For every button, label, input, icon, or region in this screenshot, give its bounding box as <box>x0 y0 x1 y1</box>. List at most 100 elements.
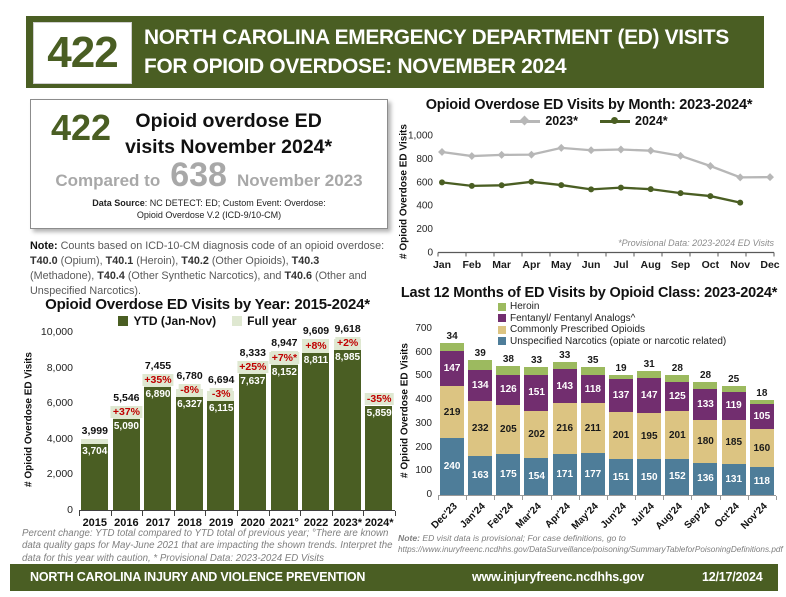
segment-unspecified-narcotics-opiate-or-narcotic-related <box>580 453 605 495</box>
x-axis-label: 2016 <box>114 517 139 529</box>
segment-heroin <box>524 366 549 375</box>
segment-value-label: 202 <box>528 429 545 441</box>
bar-group-jun-24: 151 201 137 19 <box>607 329 635 495</box>
segment-fentanyl-fentanyl-analogs <box>608 379 633 412</box>
legend-swatch-icon <box>498 325 506 334</box>
x-axis-label: 2024* <box>364 517 394 529</box>
segment-value-label: 232 <box>471 423 489 435</box>
percent-change-label: -3% <box>209 388 233 401</box>
note-text: (Heroin), <box>133 255 182 267</box>
segment-heroin <box>693 381 718 389</box>
segment-value-label: 25 <box>728 373 740 385</box>
y-axis-tick-label: 400 <box>415 394 432 406</box>
bar-group-2017: +35% 7,455 6,890 2017 <box>142 332 174 529</box>
data-point-diamond-icon <box>766 173 774 182</box>
chart-visits-by-month: Opioid Overdose ED Visits by Month: 2023… <box>398 97 780 283</box>
bar-group-apr-24: 171 216 143 33 <box>551 329 579 495</box>
segment-value-label: 151 <box>612 471 630 483</box>
x-axis-label: 2023* <box>333 517 362 529</box>
chart-yearly-footnote: Percent change: YTD total compared to YT… <box>22 528 393 564</box>
data-point-diamond-icon <box>438 148 446 156</box>
note-code: T40.2 <box>181 255 209 267</box>
chart-class-legend: Heroin Fentanyl/ Fentanyl Analogs^ Commonl… <box>498 301 726 347</box>
segment-commonly-prescribed-opioids <box>580 403 605 454</box>
segment-value-label: 151 <box>528 387 545 399</box>
data-point-diamond-icon <box>557 143 566 152</box>
segment-commonly-prescribed-opioids <box>665 411 690 459</box>
data-point-circle-icon <box>468 182 475 189</box>
segment-commonly-prescribed-opioids <box>552 403 577 455</box>
segment-value-label: 152 <box>669 471 686 483</box>
x-axis-tick <box>747 496 749 500</box>
data-source-label: Data Source <box>92 198 145 208</box>
segment-heroin <box>749 399 774 405</box>
y-axis-tick-label: 600 <box>416 177 433 188</box>
segment-value-label: 126 <box>500 384 517 396</box>
y-axis-tick-label: 8,000 <box>46 361 73 374</box>
segment-value-label: 118 <box>753 475 770 487</box>
bar-group-2015: 3,999 3,704 2015 <box>79 332 111 529</box>
segment-value-label: 19 <box>615 362 627 374</box>
x-axis-label: Apr <box>522 259 540 271</box>
segment-commonly-prescribed-opioids <box>749 429 774 468</box>
ytd-bar <box>365 405 393 510</box>
segment-value-label: 150 <box>640 471 658 483</box>
chart-class-note-label: Note: <box>398 533 420 543</box>
y-axis-tick-label: 400 <box>416 201 433 212</box>
x-axis-tick <box>142 511 144 516</box>
data-point-diamond-icon <box>706 162 715 170</box>
segment-value-label: 105 <box>753 411 771 423</box>
segment-value-label: 175 <box>500 468 517 480</box>
y-axis-tick-label: 6,000 <box>46 397 73 410</box>
ytd-value-label: 5,859 <box>366 407 392 419</box>
segment-fentanyl-fentanyl-analogs <box>693 388 718 421</box>
summary-count: 422 <box>51 107 112 148</box>
total-value-label: 7,455 <box>144 360 172 373</box>
percent-change-label: +2% <box>334 337 361 350</box>
ytd-bar <box>207 401 235 510</box>
x-axis-tick <box>173 511 175 516</box>
chart-visits-by-opioid-class: Last 12 Months of ED Visits by Opioid Cl… <box>398 285 783 560</box>
ytd-value-label: 3,704 <box>82 446 108 458</box>
segment-value-label: 134 <box>471 379 489 391</box>
x-axis-tick <box>438 496 439 500</box>
note-code: T40.1 <box>105 255 134 267</box>
segment-fentanyl-fentanyl-analogs <box>637 378 662 414</box>
segment-value-label: 133 <box>697 398 714 410</box>
segment-commonly-prescribed-opioids <box>440 386 464 439</box>
x-axis-label: Aug <box>641 259 661 271</box>
x-axis-tick <box>79 511 80 516</box>
x-axis-tick <box>268 511 270 516</box>
note-text: (Opium), <box>57 255 106 267</box>
bar-group-2024: -35% 5,859 2024* <box>363 332 395 529</box>
percent-change-label: +8% <box>303 340 329 353</box>
segment-unspecified-narcotics-opiate-or-narcotic-related <box>693 462 718 495</box>
segment-heroin <box>496 366 521 376</box>
legend-swatch-icon <box>232 316 243 326</box>
chart-yearly-legend: YTD (Jan-Nov) Full year <box>20 314 395 328</box>
segment-value-label: 34 <box>446 331 458 343</box>
x-axis-tick <box>663 496 665 500</box>
bar-group-may-24: 177 211 118 35 <box>579 329 607 495</box>
x-axis-tick <box>522 496 524 500</box>
y-axis-tick-label: 0 <box>427 248 433 259</box>
percent-change-label: +25% <box>237 361 269 374</box>
segment-fentanyl-fentanyl-analogs <box>524 374 549 411</box>
legend-label: Fentanyl/ Fentanyl Analogs^ <box>510 312 636 324</box>
compared-prefix: Compared to <box>55 171 161 190</box>
data-point-circle-icon <box>617 184 624 191</box>
x-axis-tick <box>237 511 238 516</box>
x-axis-tick <box>300 511 302 516</box>
note-text: Counts based on ICD-10-CM diagnosis code… <box>57 240 385 252</box>
bar-group-2016: +37% 5,546 5,090 2016 <box>110 332 143 529</box>
segment-value-label: 195 <box>640 430 658 442</box>
segment-value-label: 125 <box>669 390 686 402</box>
legend-line-icon <box>600 117 630 124</box>
x-axis-label: 2021° <box>269 517 299 529</box>
segment-value-label: 219 <box>443 406 461 418</box>
series-line-2023 <box>441 146 771 179</box>
summary-headline: Opioid overdose ED visits November 2024* <box>125 108 332 160</box>
header-badge: 422 <box>33 22 132 84</box>
